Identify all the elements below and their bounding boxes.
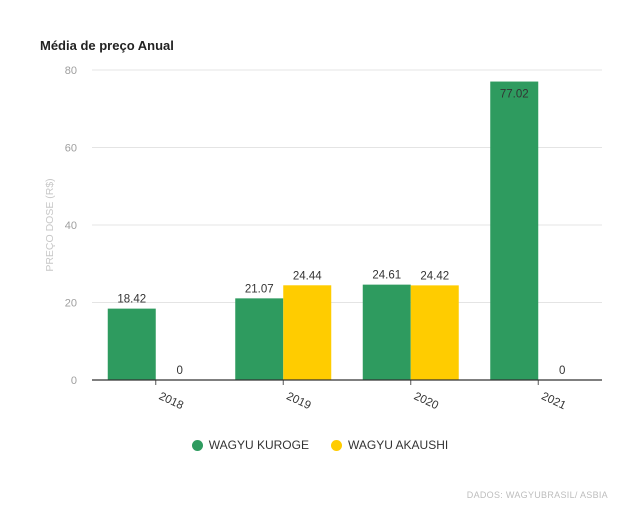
bar-wagyu-kuroge-2020: [362, 284, 411, 380]
y-tick-label-40: 40: [65, 220, 77, 232]
data-label-wagyu-akaushi-2021: 0: [559, 365, 565, 377]
chart-title: Média de preço Anual: [40, 38, 174, 53]
x-tick-label-2018: 2018: [157, 390, 185, 412]
y-tick-label-20: 20: [65, 298, 77, 310]
bar-wagyu-kuroge-2021: [490, 81, 539, 381]
y-axis-title: PREÇO DOSE (R$): [44, 178, 56, 271]
legend-swatch-akaushi: [330, 439, 342, 451]
bar-wagyu-kuroge-2019: [235, 298, 284, 380]
x-tick-label-2019: 2019: [284, 390, 312, 412]
legend-item-wagyu-kuroge[interactable]: WAGYU KUROGE: [191, 438, 309, 452]
x-tick-label-2020: 2020: [412, 390, 440, 412]
y-tick-label-80: 80: [65, 65, 77, 77]
data-label-wagyu-akaushi-2018: 0: [177, 365, 183, 377]
y-tick-label-0: 0: [71, 375, 77, 387]
data-label-wagyu-kuroge-2020: 24.61: [372, 270, 401, 282]
legend-swatch-kuroge: [191, 439, 203, 451]
legend-label-akaushi: WAGYU AKAUSHI: [347, 438, 449, 452]
data-label-wagyu-akaushi-2020: 24.42: [420, 270, 449, 282]
data-label-wagyu-akaushi-2019: 24.44: [293, 270, 322, 282]
bar-chart: 0 20 40 60 80 PREÇO DOSE (R$) 18.42 0 2018 21.07 2…: [44, 65, 602, 412]
x-tick-label-2021: 2021: [539, 390, 567, 412]
bar-wagyu-kuroge-2018: [107, 308, 156, 380]
source-note: DADOS: WAGYUBRASIL/ ASBIA: [466, 490, 608, 500]
y-tick-label-60: 60: [65, 143, 77, 155]
legend-item-wagyu-akaushi[interactable]: WAGYU AKAUSHI: [330, 438, 449, 452]
legend: WAGYU KUROGE WAGYU AKAUSHI: [0, 438, 640, 452]
bar-wagyu-akaushi-2020: [410, 285, 459, 380]
legend-label-kuroge: WAGYU KUROGE: [208, 438, 309, 452]
data-label-wagyu-kuroge-2021: 77.02: [500, 89, 529, 101]
data-label-wagyu-kuroge-2019: 21.07: [245, 283, 274, 295]
data-label-wagyu-kuroge-2018: 18.42: [117, 294, 146, 306]
bar-wagyu-akaushi-2019: [283, 285, 332, 380]
